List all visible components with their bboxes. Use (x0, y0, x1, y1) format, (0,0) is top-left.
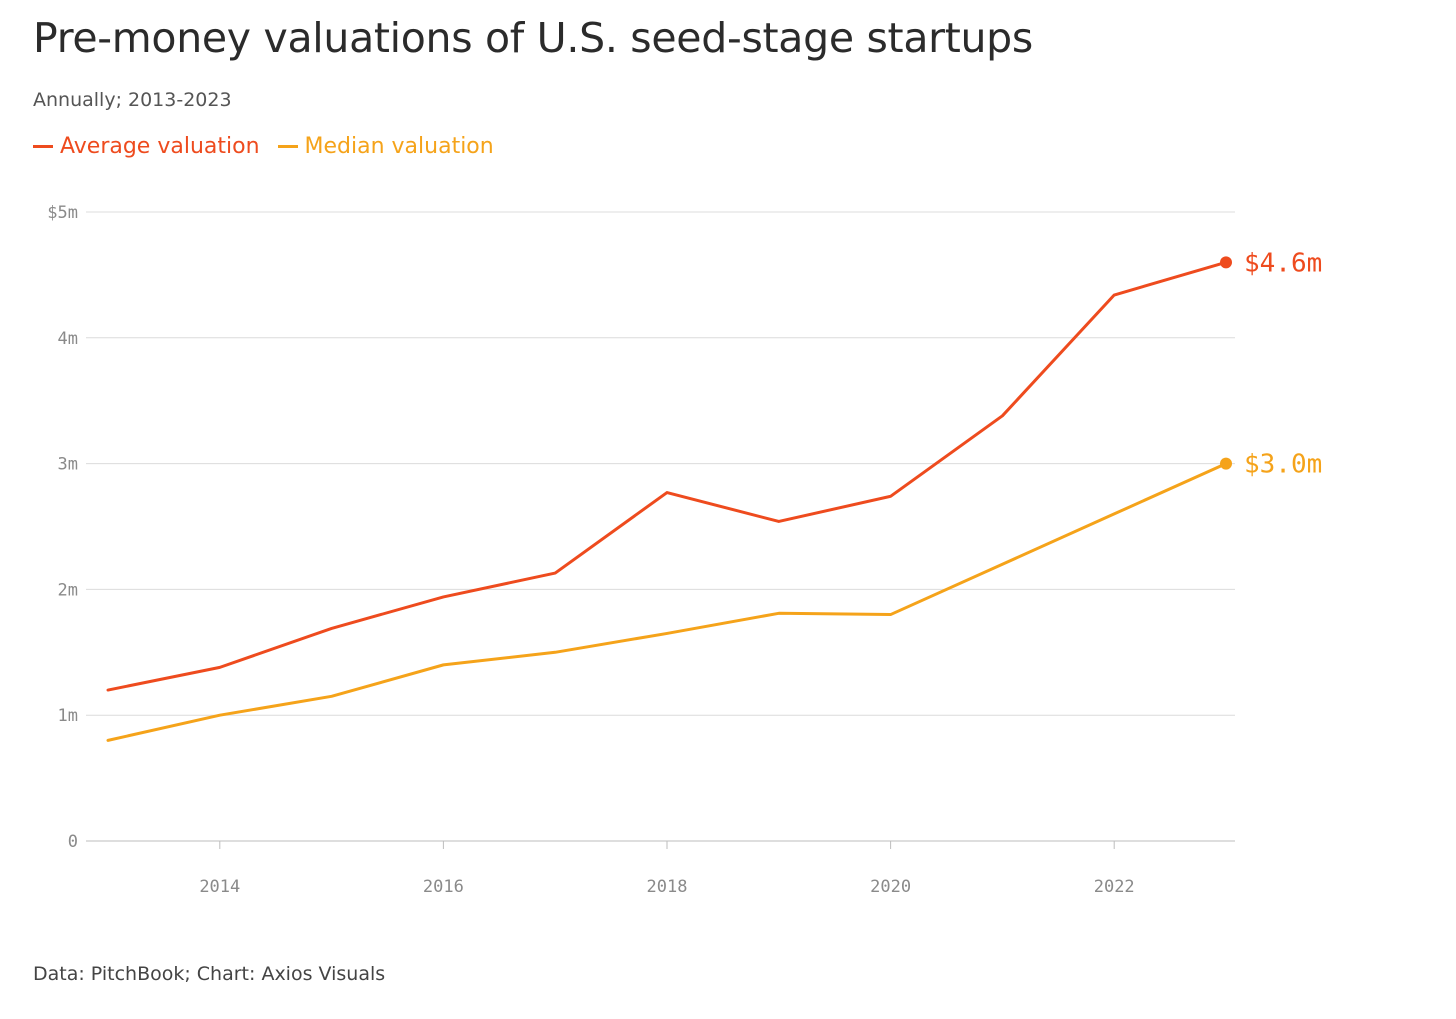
y-tick-label: $5m (47, 203, 78, 223)
legend-label-average: Average valuation (60, 134, 260, 159)
legend-swatch-average (33, 145, 53, 148)
chart-subtitle: Annually; 2013-2023 (33, 89, 232, 111)
x-tick-label: 2014 (199, 877, 240, 897)
legend-swatch-median (277, 145, 298, 148)
x-axis-ticks: 2014 2016 2018 2020 2022 (199, 841, 1135, 897)
legend-label-median: Median valuation (304, 134, 494, 159)
x-tick-label: 2020 (870, 877, 911, 897)
end-label-average: $4.6m (1244, 248, 1322, 278)
y-tick-label: 2m (58, 580, 78, 600)
series-lines (106, 260, 1228, 742)
end-point-average (1220, 256, 1232, 269)
y-tick-label: 3m (58, 455, 78, 475)
grid-lines (86, 211, 1235, 842)
legend-item-median: Median valuation (277, 134, 494, 159)
x-tick-label: 2022 (1094, 877, 1135, 897)
end-labels: $4.6m $3.0m (1220, 248, 1322, 480)
series-line-median (106, 462, 1228, 742)
x-tick-label: 2018 (647, 877, 688, 897)
legend-item-average: Average valuation (33, 134, 260, 159)
chart-legend: Average valuation Median valuation (33, 134, 512, 159)
y-tick-label: 1m (58, 706, 78, 726)
end-point-median (1220, 457, 1232, 470)
x-tick-label: 2016 (423, 877, 464, 897)
y-axis-ticks: 0 1m 2m 3m 4m $5m (47, 203, 78, 852)
chart-title: Pre-money valuations of U.S. seed-stage … (33, 14, 1033, 62)
y-tick-label: 4m (58, 329, 78, 349)
y-tick-label: 0 (68, 832, 78, 852)
end-label-median: $3.0m (1244, 450, 1322, 480)
chart-source: Data: PitchBook; Chart: Axios Visuals (33, 963, 386, 985)
series-line-average (106, 260, 1228, 692)
